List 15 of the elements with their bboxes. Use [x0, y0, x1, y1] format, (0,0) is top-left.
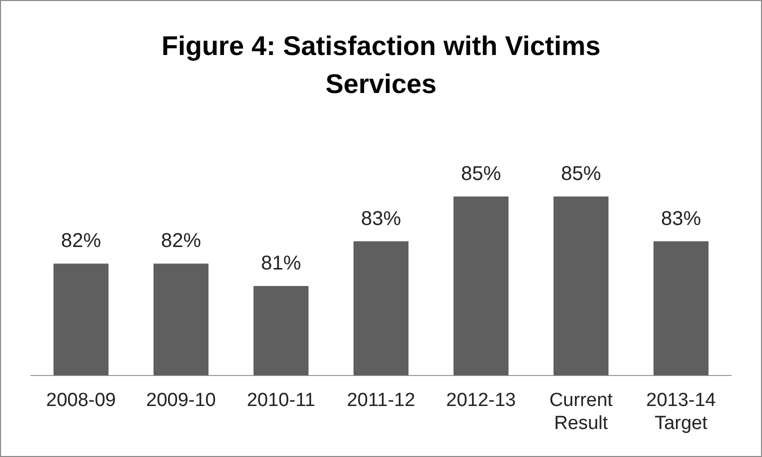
x-tick-label: Current Result: [549, 390, 614, 434]
data-label: 85%: [560, 163, 602, 186]
data-label: 83%: [360, 208, 402, 230]
data-label: 82%: [60, 230, 102, 252]
data-label: 85%: [460, 163, 502, 186]
data-label: 82%: [160, 230, 202, 252]
data-label: 81%: [260, 252, 302, 274]
x-tick-label: 2012-13: [446, 390, 516, 412]
x-tick-label: 2008-09: [46, 390, 116, 412]
x-tick-label: 2009-10: [146, 390, 216, 412]
x-tick-label: 2013-14 Target: [646, 390, 716, 434]
data-label: 83%: [660, 208, 702, 230]
x-tick-label: 2011-12: [346, 390, 416, 412]
chart-title: Figure 4: Satisfaction with Victims Services: [160, 30, 602, 101]
x-tick-label: 2010-11: [246, 390, 316, 412]
